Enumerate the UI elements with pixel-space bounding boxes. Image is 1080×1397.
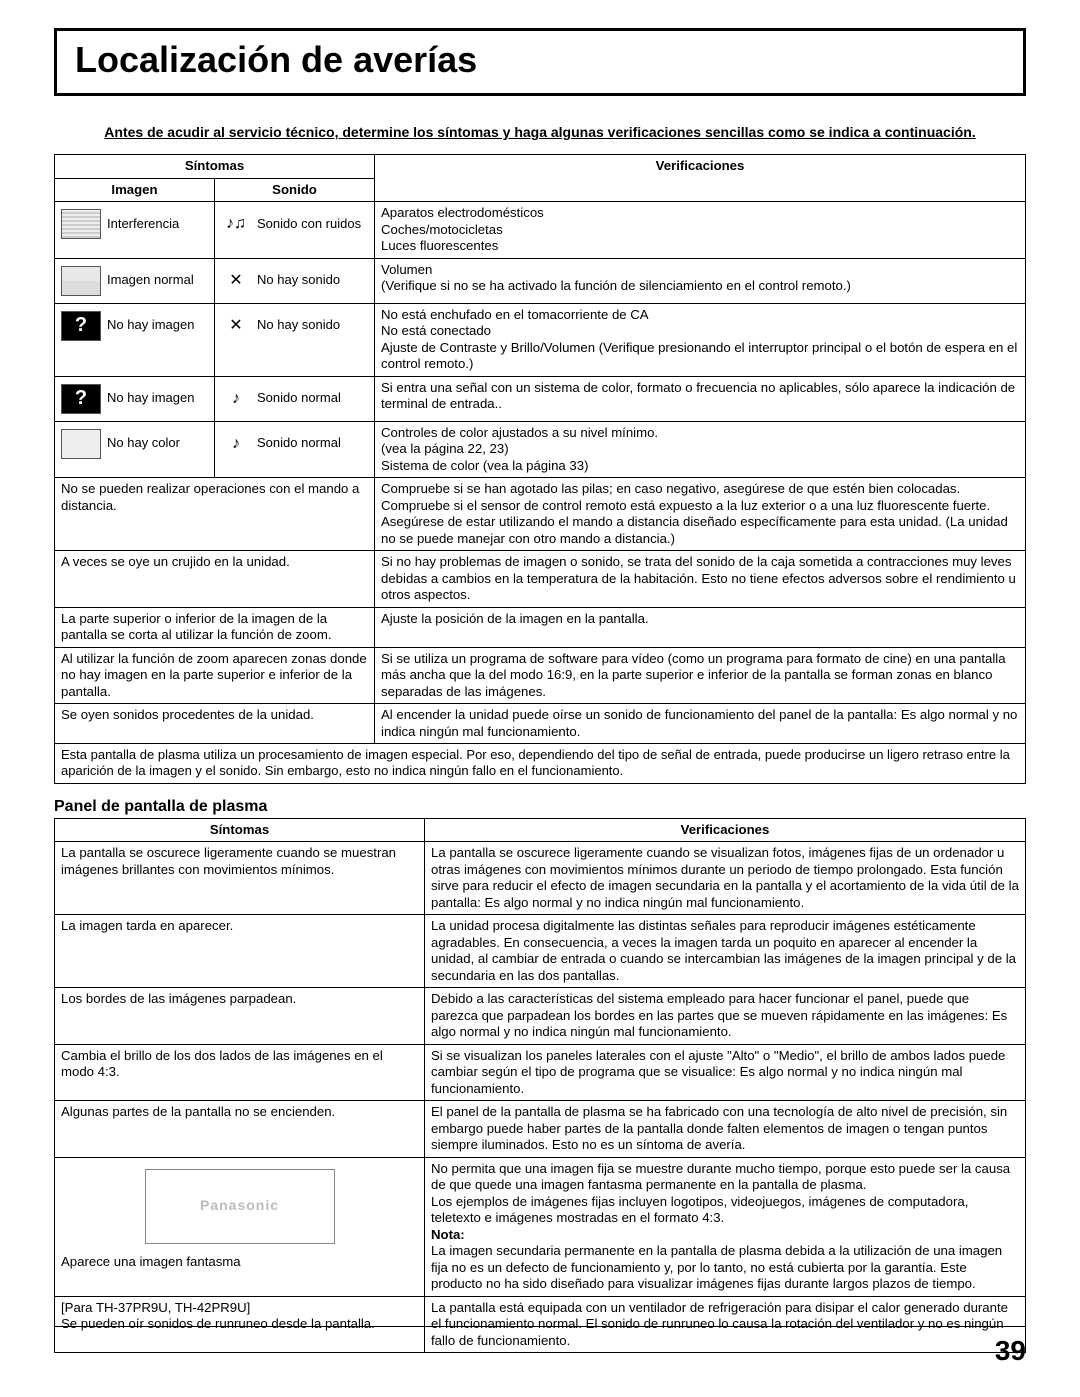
plasma-symptom-cell: Los bordes de las imágenes parpadean. (55, 988, 425, 1045)
symptom-sound-label: Sonido normal (257, 435, 368, 451)
symptom-cell: No se pueden realizar operaciones con el… (55, 478, 375, 551)
bottom-rule (54, 1326, 1026, 1327)
symptom-image-label: No hay imagen (107, 390, 208, 406)
verification-cell: Controles de color ajustados a su nivel … (375, 421, 1026, 478)
ghost-ver1: No permita que una imagen fija se muestr… (431, 1161, 1010, 1226)
symptom-sound-cell: ♪ Sonido normal (215, 376, 375, 421)
plasma-header-sym: Síntomas (55, 818, 425, 842)
table-row: Cambia el brillo de los dos lados de las… (55, 1044, 1026, 1101)
header-verificaciones: Verificaciones (375, 155, 1026, 202)
plasma-verification-cell: Debido a las características del sistema… (425, 988, 1026, 1045)
symptom-sound-label: No hay sonido (257, 272, 368, 288)
symptom-sound-cell: ♪ Sonido normal (215, 421, 375, 478)
footnote: Esta pantalla de plasma utiliza un proce… (55, 744, 1026, 784)
symptom-image-label: No hay imagen (107, 317, 208, 333)
ghost-symptom-cell: Panasonic Aparece una imagen fantasma (55, 1157, 425, 1296)
table-row: Imagen normal ✕ No hay sonido Volumen (Veri… (55, 258, 1026, 303)
table-row: ? No hay imagen ♪ Sonido normal Si entra una… (55, 376, 1026, 421)
symptom-sound-label: Sonido con ruidos (257, 216, 368, 232)
symptom-sound-cell: ✕ No hay sonido (215, 303, 375, 376)
table-row: No hay color ♪ Sonido normal Controles de c… (55, 421, 1026, 478)
symptom-image-label: Imagen normal (107, 272, 208, 288)
header-sonido: Sonido (215, 178, 375, 202)
symptom-cell: A veces se oye un crujido en la unidad. (55, 551, 375, 608)
plasma-verification-cell: Si se visualizan los paneles laterales c… (425, 1044, 1026, 1101)
symptom-sound-label: No hay sonido (257, 317, 368, 333)
page-title: Localización de averías (75, 39, 1005, 81)
symptom-sound-cell: ♪♫ Sonido con ruidos (215, 202, 375, 259)
table-row: A veces se oye un crujido en la unidad.S… (55, 551, 1026, 608)
ghost-nota: Nota: (431, 1227, 465, 1242)
header-sintomas: Síntomas (55, 155, 375, 179)
plasma-symptom-cell: Cambia el brillo de los dos lados de las… (55, 1044, 425, 1101)
verification-cell: Al encender la unidad puede oírse un son… (375, 704, 1026, 744)
table-row: Interferencia ♪♫ Sonido con ruidos Aparatos… (55, 202, 1026, 259)
intro-text: Antes de acudir al servicio técnico, det… (64, 124, 1016, 140)
plasma-heading: Panel de pantalla de plasma (54, 798, 1026, 816)
symptom-image-label: No hay color (107, 435, 208, 451)
table-row: La pantalla se oscurece ligeramente cuan… (55, 842, 1026, 915)
symptom-cell: La parte superior o inferior de la image… (55, 607, 375, 647)
symptom-image-cell: Imagen normal (55, 258, 215, 303)
header-imagen: Imagen (55, 178, 215, 202)
table-row: No se pueden realizar operaciones con el… (55, 478, 1026, 551)
plasma-header-ver: Verificaciones (425, 818, 1026, 842)
speaker-icon: ✕ (221, 311, 251, 341)
table-row: La imagen tarda en aparecer.La unidad pr… (55, 915, 1026, 988)
table-row: Algunas partes de la pantalla no se enci… (55, 1101, 1026, 1158)
plasma-symptom-cell: La imagen tarda en aparecer. (55, 915, 425, 988)
verification-cell: Compruebe si se han agotado las pilas; e… (375, 478, 1026, 551)
verification-cell: Si entra una señal con un sistema de col… (375, 376, 1026, 421)
symptom-image-cell: ? No hay imagen (55, 376, 215, 421)
fan-symptom: [Para TH-37PR9U, TH-42PR9U] Se pueden oí… (55, 1296, 425, 1353)
page-number: 39 (995, 1335, 1026, 1367)
table-row: Los bordes de las imágenes parpadean.Deb… (55, 988, 1026, 1045)
plasma-verification-cell: La unidad procesa digitalmente las disti… (425, 915, 1026, 988)
plasma-table: Síntomas Verificaciones La pantalla se o… (54, 818, 1026, 1354)
verification-cell: No está enchufado en el tomacorriente de… (375, 303, 1026, 376)
plasma-verification-cell: La pantalla se oscurece ligeramente cuan… (425, 842, 1026, 915)
plasma-verification-cell: El panel de la pantalla de plasma se ha … (425, 1101, 1026, 1158)
ghost-brand: Panasonic (200, 1197, 279, 1215)
speaker-icon: ♪ (221, 384, 251, 414)
plasma-symptom-cell: La pantalla se oscurece ligeramente cuan… (55, 842, 425, 915)
page-title-box: Localización de averías (54, 28, 1026, 96)
ghost-caption: Aparece una imagen fantasma (61, 1254, 418, 1271)
plasma-symptom-cell: Algunas partes de la pantalla no se enci… (55, 1101, 425, 1158)
table-row: La parte superior o inferior de la image… (55, 607, 1026, 647)
tv-icon (61, 266, 101, 296)
table-row: Se oyen sonidos procedentes de la unidad… (55, 704, 1026, 744)
symptom-image-cell: ? No hay imagen (55, 303, 215, 376)
ghost-verification-cell: No permita que una imagen fija se muestr… (425, 1157, 1026, 1296)
tv-icon: ? (61, 384, 101, 414)
verification-cell: Si no hay problemas de imagen o sonido, … (375, 551, 1026, 608)
verification-cell: Si se utiliza un programa de software pa… (375, 647, 1026, 704)
ghost-logo-box: Panasonic (145, 1169, 335, 1244)
symptom-sound-label: Sonido normal (257, 390, 368, 406)
symptom-cell: Al utilizar la función de zoom aparecen … (55, 647, 375, 704)
symptom-cell: Se oyen sonidos procedentes de la unidad… (55, 704, 375, 744)
table-row: Al utilizar la función de zoom aparecen … (55, 647, 1026, 704)
verification-cell: Aparatos electrodomésticos Coches/motoci… (375, 202, 1026, 259)
verification-cell: Volumen (Verifique si no se ha activado … (375, 258, 1026, 303)
speaker-icon: ♪♫ (221, 209, 251, 239)
table-row: ? No hay imagen ✕ No hay sonido No está ench… (55, 303, 1026, 376)
ghost-ver2: La imagen secundaria permanente en la pa… (431, 1243, 1002, 1291)
tv-icon (61, 209, 101, 239)
symptom-image-cell: No hay color (55, 421, 215, 478)
symptom-image-cell: Interferencia (55, 202, 215, 259)
fan-verification: La pantalla está equipada con un ventila… (425, 1296, 1026, 1353)
speaker-icon: ✕ (221, 266, 251, 296)
tv-icon: ? (61, 311, 101, 341)
verification-cell: Ajuste la posición de la imagen en la pa… (375, 607, 1026, 647)
troubleshooting-table: Síntomas Verificaciones Imagen Sonido In… (54, 154, 1026, 784)
symptom-image-label: Interferencia (107, 216, 208, 232)
speaker-icon: ♪ (221, 429, 251, 459)
symptom-sound-cell: ✕ No hay sonido (215, 258, 375, 303)
tv-icon (61, 429, 101, 459)
